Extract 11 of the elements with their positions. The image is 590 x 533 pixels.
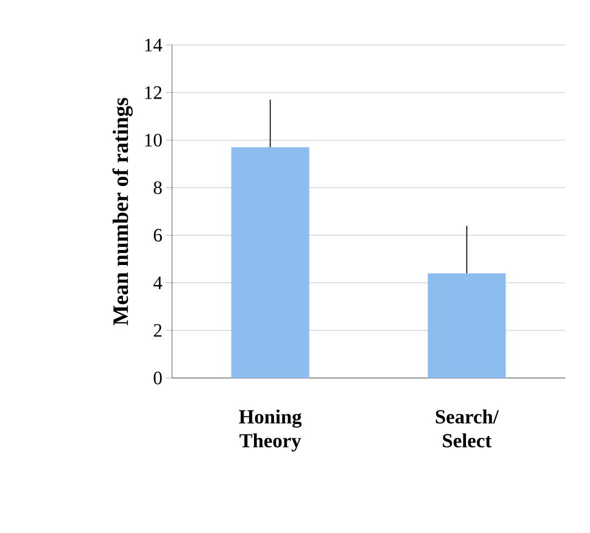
y-axis-title: Mean number of ratings bbox=[112, 98, 133, 326]
y-tick-label: 6 bbox=[154, 228, 162, 242]
y-tick-label: 10 bbox=[145, 134, 162, 147]
y-tick-label: 8 bbox=[154, 181, 162, 194]
x-tick-label: Search/ Select bbox=[436, 410, 499, 448]
y-tick-label: 12 bbox=[145, 86, 162, 99]
y-tick-label: 14 bbox=[145, 38, 162, 52]
x-tick-label: Honing Theory bbox=[239, 410, 302, 452]
y-tick-label: 4 bbox=[153, 276, 162, 290]
y-tick-label: 0 bbox=[154, 372, 162, 384]
y-tick-label: 2 bbox=[154, 324, 162, 337]
